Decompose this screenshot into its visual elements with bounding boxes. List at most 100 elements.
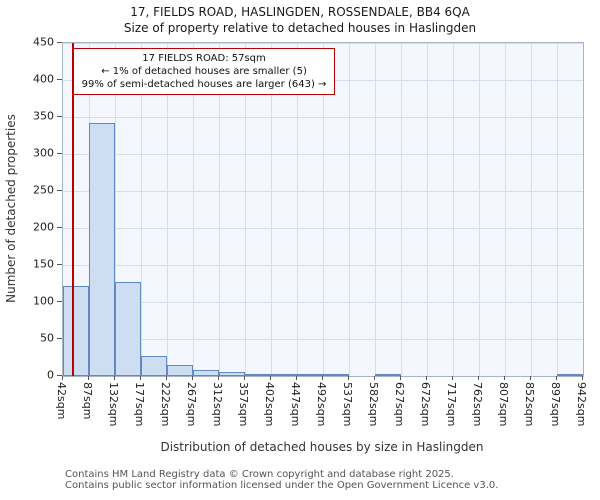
x-tick-label: 852sqm	[523, 382, 536, 427]
y-axis-label: Number of detached properties	[4, 114, 18, 303]
v-gridline	[141, 43, 142, 376]
v-gridline	[557, 43, 558, 376]
x-tick-mark	[244, 376, 245, 380]
x-tick-mark	[478, 376, 479, 380]
y-tick-label: 50	[40, 331, 54, 345]
y-tick-mark	[57, 116, 62, 117]
histogram-bar	[89, 122, 115, 376]
x-tick-mark	[192, 376, 193, 380]
x-tick-mark	[88, 376, 89, 380]
x-tick-label: 357sqm	[237, 382, 250, 427]
y-tick-mark	[57, 301, 62, 302]
histogram-bar	[167, 364, 193, 376]
histogram-bar	[557, 374, 583, 376]
footer-attribution-line1: Contains HM Land Registry data © Crown c…	[65, 469, 454, 480]
chart-subtitle: Size of property relative to detached ho…	[123, 21, 477, 35]
y-tick-label: 250	[33, 183, 54, 197]
x-tick-label: 762sqm	[471, 382, 484, 427]
annotation-line: 17 FIELDS ROAD: 57sqm	[142, 53, 266, 64]
v-gridline	[479, 43, 480, 376]
histogram-bar	[323, 374, 349, 376]
v-gridline	[115, 43, 116, 376]
v-gridline	[349, 43, 350, 376]
x-tick-label: 672sqm	[419, 382, 432, 427]
x-tick-mark	[62, 376, 63, 380]
v-gridline	[193, 43, 194, 376]
x-tick-label: 717sqm	[445, 382, 458, 427]
v-gridline	[297, 43, 298, 376]
annotation-box: 17 FIELDS ROAD: 57sqm ← 1% of detached ho…	[72, 48, 336, 95]
v-gridline	[453, 43, 454, 376]
x-tick-mark	[166, 376, 167, 380]
v-gridline	[219, 43, 220, 376]
histogram-bar	[141, 356, 167, 376]
x-tick-label: 447sqm	[289, 382, 302, 427]
y-tick-label: 100	[33, 294, 54, 308]
x-tick-mark	[504, 376, 505, 380]
v-gridline	[531, 43, 532, 376]
x-tick-label: 222sqm	[159, 382, 172, 427]
y-tick-mark	[57, 190, 62, 191]
x-tick-label: 312sqm	[211, 382, 224, 427]
y-tick-mark	[57, 338, 62, 339]
x-tick-label: 537sqm	[341, 382, 354, 427]
x-tick-mark	[530, 376, 531, 380]
y-tick-label: 0	[47, 368, 54, 382]
y-tick-label: 300	[33, 146, 54, 160]
histogram-bar	[375, 374, 401, 376]
histogram-bar	[63, 285, 89, 376]
v-gridline	[245, 43, 246, 376]
x-tick-label: 132sqm	[107, 382, 120, 427]
y-tick-mark	[57, 42, 62, 43]
histogram-bar	[219, 372, 245, 376]
v-gridline	[427, 43, 428, 376]
y-tick-label: 200	[33, 220, 54, 234]
x-tick-mark	[452, 376, 453, 380]
x-tick-label: 897sqm	[549, 382, 562, 427]
x-tick-label: 627sqm	[393, 382, 406, 427]
x-axis-label: Distribution of detached houses by size …	[160, 440, 484, 454]
v-gridline	[271, 43, 272, 376]
histogram-bar	[271, 374, 297, 376]
histogram-bar	[245, 374, 271, 376]
x-tick-mark	[374, 376, 375, 380]
histogram-bar	[297, 374, 323, 376]
annotation-line: ← 1% of detached houses are smaller (5)	[101, 66, 307, 77]
y-tick-label: 400	[33, 72, 54, 86]
x-tick-mark	[218, 376, 219, 380]
y-tick-mark	[57, 153, 62, 154]
y-tick-label: 350	[33, 109, 54, 123]
x-tick-mark	[400, 376, 401, 380]
y-tick-mark	[57, 264, 62, 265]
x-tick-mark	[348, 376, 349, 380]
v-gridline	[167, 43, 168, 376]
x-tick-label: 582sqm	[367, 382, 380, 427]
x-tick-label: 87sqm	[81, 382, 94, 420]
chart-title: 17, FIELDS ROAD, HASLINGDEN, ROSSENDALE,…	[130, 5, 470, 19]
x-tick-mark	[114, 376, 115, 380]
x-tick-label: 402sqm	[263, 382, 276, 427]
v-gridline	[401, 43, 402, 376]
x-tick-mark	[140, 376, 141, 380]
x-tick-label: 267sqm	[185, 382, 198, 427]
v-gridline	[505, 43, 506, 376]
x-tick-label: 42sqm	[55, 382, 68, 420]
x-tick-label: 492sqm	[315, 382, 328, 427]
x-tick-mark	[582, 376, 583, 380]
plot-area: 17 FIELDS ROAD: 57sqm ← 1% of detached ho…	[62, 42, 584, 377]
x-tick-mark	[322, 376, 323, 380]
y-tick-mark	[57, 79, 62, 80]
property-marker-line	[71, 43, 74, 376]
y-tick-mark	[57, 375, 62, 376]
x-tick-mark	[296, 376, 297, 380]
footer-attribution-line2: Contains public sector information licen…	[65, 480, 499, 491]
y-tick-mark	[57, 227, 62, 228]
v-gridline	[323, 43, 324, 376]
y-tick-label: 150	[33, 257, 54, 271]
x-tick-label: 942sqm	[575, 382, 588, 427]
histogram-bar	[193, 370, 219, 376]
annotation-line: 99% of semi-detached houses are larger (…	[81, 79, 327, 90]
histogram-bar	[115, 282, 141, 376]
x-tick-mark	[426, 376, 427, 380]
